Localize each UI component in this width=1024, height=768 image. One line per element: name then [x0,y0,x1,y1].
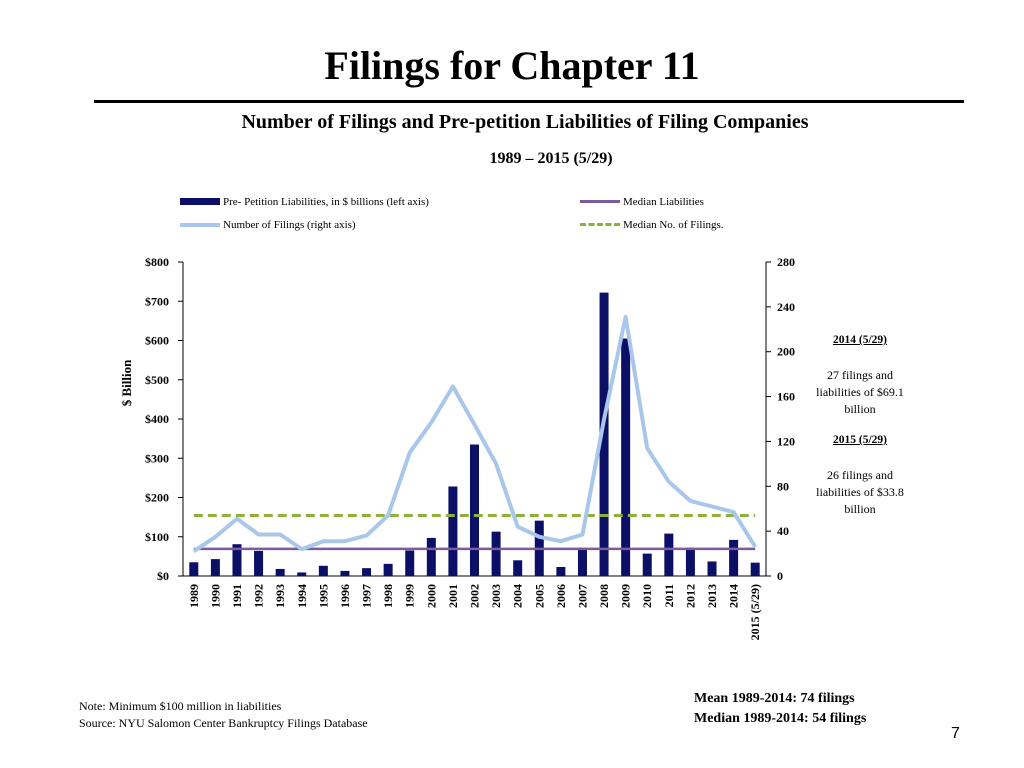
x-tick-label: 2008 [597,584,611,608]
x-tick-label: 1999 [403,584,417,608]
side-note-2014-heading: 2014 (5/29) [833,334,887,346]
right-tick-label: 160 [777,390,795,404]
right-tick-label: 280 [777,255,795,269]
bar [621,338,631,576]
chart-title: Number of Filings and Pre-petition Liabi… [241,111,809,133]
legend-label-filings: Number of Filings (right axis) [223,219,356,231]
bar [729,539,739,576]
x-tick-label: 1996 [338,584,352,608]
bar [577,547,587,576]
bar [750,562,760,576]
left-tick-label: $500 [145,373,169,387]
side-note-2015-body: 26 filings and liabilities of $33.8 bill… [816,468,904,516]
bar [664,533,674,576]
x-tick-label: 1993 [273,584,287,608]
x-tick-label: 1995 [316,584,330,608]
x-tick-label: 2009 [619,584,633,608]
right-tick-label: 200 [777,345,795,359]
x-tick-label: 1998 [381,584,395,608]
bar [513,560,523,576]
legend-label-median-filings: Median No. of Filings. [623,219,724,231]
legend-swatch-median-liabilities [580,200,620,203]
x-tick-label: 2004 [511,584,525,608]
legend-swatch-bars [180,198,220,205]
legend-swatch-median-filings [580,223,620,226]
bar [405,550,415,576]
left-tick-label: $300 [145,451,169,465]
bar [707,561,717,576]
bar [491,531,501,576]
x-tick-label: 1997 [360,584,374,608]
page-number: 7 [951,725,960,742]
left-tick-label: $100 [145,530,169,544]
side-note-2015-heading: 2015 (5/29) [833,434,887,446]
bar [362,568,372,576]
bar [448,486,458,576]
x-tick-label: 1989 [187,584,201,608]
x-tick-label: 2003 [489,584,503,608]
filings-series-line [192,314,757,553]
legend-swatch-filings [180,223,220,227]
footnote-source: Source: NYU Salomon Center Bankruptcy Fi… [79,716,368,730]
x-tick-label: 2006 [554,584,568,608]
median-lines [193,513,756,551]
bar [556,566,566,576]
x-tick-label: 1992 [252,584,266,608]
bar [642,553,652,576]
x-tick-label: 2010 [640,584,654,608]
bar [318,565,328,576]
left-tick-label: $200 [145,491,169,505]
x-tick-label: 1994 [295,584,309,608]
slide-title: Filings for Chapter 11 [324,43,700,88]
title-rule [94,100,964,103]
x-tick-label: 2002 [468,584,482,608]
stat-mean: Mean 1989-2014: 74 filings [694,691,855,706]
chart-subtitle: 1989 – 2015 (5/29) [489,150,613,167]
footnote-note: Note: Minimum $100 million in liabilitie… [79,699,282,713]
left-tick-label: $0 [157,569,169,583]
right-tick-label: 120 [777,434,795,448]
x-tick-label: 2011 [662,584,676,607]
side-note-2014-body: 27 filings and liabilities of $69.1 bill… [816,368,904,416]
bar [340,570,350,576]
line-filings [192,314,757,553]
right-tick-label: 240 [777,300,795,314]
bar [297,572,307,576]
x-tick-label: 2005 [532,584,546,608]
right-tick-label: 80 [777,479,789,493]
bar [383,563,393,576]
x-tick-label: 1991 [230,584,244,608]
x-tick-label: 2000 [424,584,438,608]
x-tick-label: 2014 [727,584,741,608]
chart-labels: $0 $100 $200 $300 $400 $500 $600 $700 $800 0 40 80 1… [119,255,795,640]
y-axis-label: $ Billion [119,359,134,406]
bar [599,292,609,576]
bar [470,444,479,576]
bar [426,537,436,576]
x-tick-label: 2001 [446,584,460,608]
bar [210,559,220,576]
bar [685,547,695,576]
x-tick-label: 2013 [705,584,719,608]
bar [275,568,285,576]
x-tick-label: 2012 [683,584,697,608]
bar [254,550,264,576]
stat-median: Median 1989-2014: 54 filings [694,711,867,726]
legend-label-median-liabilities: Median Liabilities [623,196,704,208]
left-tick-label: $400 [145,412,169,426]
legend-label-liabilities: Pre- Petition Liabilities, in $ billions… [223,196,429,208]
bar [189,562,199,576]
left-tick-label: $600 [145,334,169,348]
right-tick-label: 0 [777,569,783,583]
bar [232,544,242,576]
x-tick-label: 2007 [575,584,589,608]
left-tick-label: $700 [145,294,169,308]
x-tick-label: 1990 [208,584,222,608]
x-tick-label: 2015 (5/29) [748,584,762,640]
right-tick-label: 40 [777,524,789,538]
left-tick-label: $800 [145,255,169,269]
